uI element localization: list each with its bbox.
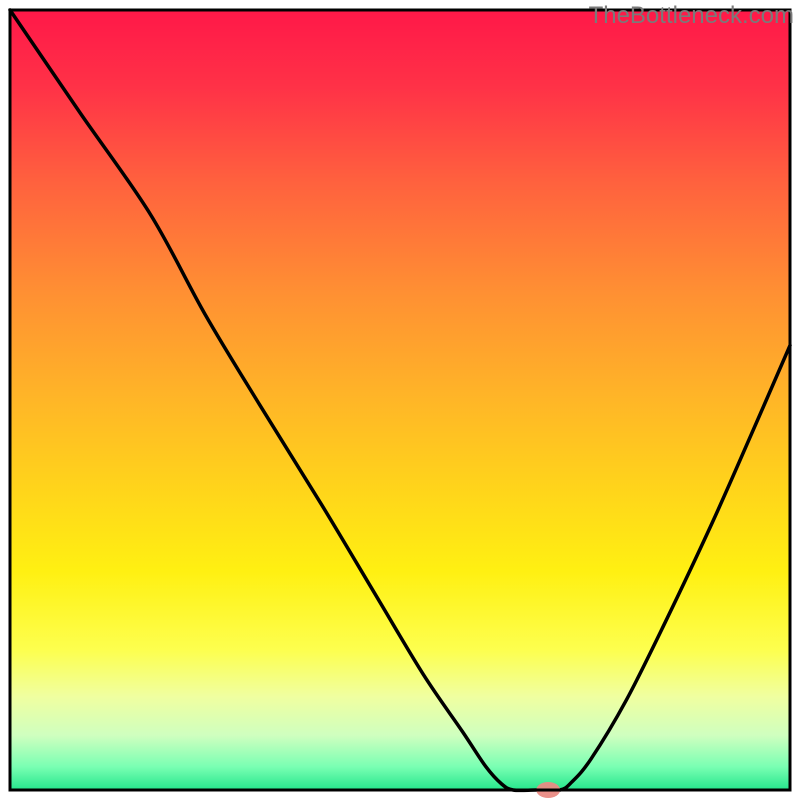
chart-container: TheBottleneck.com xyxy=(0,0,800,800)
watermark-text: TheBottleneck.com xyxy=(589,2,794,30)
bottleneck-chart xyxy=(0,0,800,800)
chart-background xyxy=(10,10,790,790)
